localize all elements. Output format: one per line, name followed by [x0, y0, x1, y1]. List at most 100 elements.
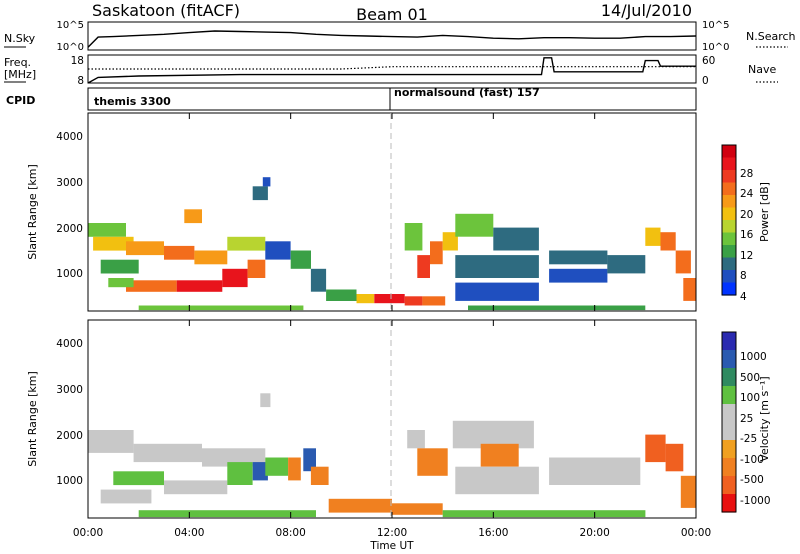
cpid-panel-frame: [87, 87, 697, 111]
heatmap-cell: [680, 475, 696, 508]
freq-tick-low: 8: [77, 75, 84, 87]
heatmap-cell: [88, 223, 126, 237]
vel-cbar-tick-1000: 1000: [740, 351, 767, 363]
heatmap-cell: [455, 282, 539, 301]
velocity-colorbar-swatch: [722, 332, 736, 351]
cpid-segment-1: themis 3300: [94, 95, 171, 108]
power-cbar-tick-8: 8: [740, 270, 747, 282]
power-colorbar-swatch: [722, 232, 736, 246]
heatmap-cell: [455, 213, 494, 237]
velocity-ytick-2000: 2000: [56, 430, 83, 442]
heatmap-cell: [660, 232, 676, 251]
power-colorbar-swatch: [722, 207, 736, 221]
power-colorbar: [721, 144, 737, 296]
heatmap-cell: [422, 296, 446, 306]
heatmap-cell: [310, 466, 329, 485]
vel-cbar-tick-100: 100: [740, 392, 760, 404]
freq-unit-label: [MHz]: [4, 68, 36, 81]
vel-cbar-tick-25: 25: [740, 413, 753, 425]
heatmap-cell: [310, 268, 327, 292]
power-cbar-tick-28: 28: [740, 168, 753, 180]
heatmap-cell: [133, 443, 202, 463]
heatmap-cell: [452, 420, 534, 449]
power-colorbar-swatch: [722, 145, 736, 159]
velocity-colorbar-swatch: [722, 440, 736, 459]
x-axis: 00:00 04:00 08:00 12:00 16:00 20:00 00:00: [73, 113, 711, 539]
power-colorbar-swatch: [722, 245, 736, 259]
vel-cbar-tick-neg500: -500: [740, 474, 764, 486]
power-colorbar-swatch: [722, 220, 736, 234]
heatmap-cell: [176, 280, 223, 292]
heatmap-cell: [227, 462, 253, 485]
velocity-colorbar-swatch: [722, 458, 736, 477]
power-ytick-2000: 2000: [56, 223, 83, 235]
heatmap-cell: [549, 250, 608, 265]
velocity-heatmap: [88, 393, 696, 518]
heatmap-cell: [392, 503, 443, 515]
heatmap-cell: [265, 457, 289, 476]
x-tick-label: 08:00: [276, 527, 306, 539]
heatmap-cell: [417, 255, 430, 278]
nave-tick-high: 60: [702, 55, 715, 67]
heatmap-cell: [194, 250, 228, 265]
heatmap-cell: [493, 227, 539, 251]
x-tick-label: 04:00: [174, 527, 204, 539]
power-colorbar-swatch: [722, 157, 736, 171]
heatmap-cell: [442, 232, 458, 251]
power-heatmap: [88, 177, 696, 311]
heatmap-cell: [252, 462, 268, 481]
heatmap-cell: [260, 393, 271, 408]
noise-left-tick-high: 10^5: [57, 20, 84, 31]
beam-label: Beam 01: [356, 5, 428, 24]
heatmap-cell: [222, 268, 248, 288]
heatmap-cell: [407, 430, 425, 449]
noise-right-tick-high: 10^5: [702, 20, 729, 31]
date-label: 14/Jul/2010: [601, 1, 692, 20]
power-colorbar-swatch: [722, 270, 736, 284]
noise-right-tick-low: 10^0: [702, 42, 729, 53]
heatmap-cell: [262, 177, 271, 187]
heatmap-cell: [326, 289, 357, 301]
heatmap-cell: [138, 510, 316, 518]
power-colorbar-swatch: [722, 195, 736, 209]
velocity-colorbar-swatch: [722, 350, 736, 369]
heatmap-cell: [227, 236, 266, 251]
velocity-colorbar-swatch: [722, 404, 736, 423]
radar-title: Saskatoon (fitACF): [92, 1, 240, 20]
noise-search-label: N.Search: [746, 30, 796, 43]
noise-left-tick-low: 10^0: [57, 42, 84, 53]
cpid-label: CPID: [6, 94, 35, 107]
heatmap-cell: [100, 489, 152, 504]
heatmap-cell: [404, 296, 423, 306]
heatmap-cell: [247, 259, 266, 278]
power-colorbar-swatch: [722, 170, 736, 184]
power-colorbar-swatch: [722, 182, 736, 196]
power-colorbar-label: Power [dB]: [758, 182, 771, 242]
heatmap-cell: [184, 209, 202, 224]
heatmap-cell: [328, 498, 392, 513]
heatmap-cell: [265, 241, 291, 260]
heatmap-cell: [100, 259, 139, 274]
power-cbar-tick-20: 20: [740, 209, 753, 221]
velocity-ytick-3000: 3000: [56, 384, 83, 396]
heatmap-cell: [455, 466, 539, 495]
x-tick-label: 20:00: [580, 527, 610, 539]
heatmap-cell: [252, 186, 268, 201]
heatmap-cell: [288, 457, 301, 481]
frequency-trace: [87, 57, 696, 84]
heatmap-cell: [645, 434, 666, 463]
velocity-colorbar-label: Velocity [m s⁻¹]: [758, 376, 771, 461]
heatmap-cell: [549, 457, 641, 485]
heatmap-cell: [290, 250, 311, 269]
power-cbar-tick-16: 16: [740, 229, 754, 241]
heatmap-cell: [430, 241, 443, 265]
velocity-colorbar-swatch: [722, 386, 736, 405]
heatmap-cell: [455, 255, 539, 278]
heatmap-cell: [675, 250, 691, 274]
power-ytick-3000: 3000: [56, 177, 83, 189]
velocity-colorbar-swatch: [722, 476, 736, 495]
heatmap-cell: [480, 443, 519, 467]
cpid-segment-2: normalsound (fast) 157: [394, 86, 540, 99]
velocity-colorbar-swatch: [722, 368, 736, 387]
